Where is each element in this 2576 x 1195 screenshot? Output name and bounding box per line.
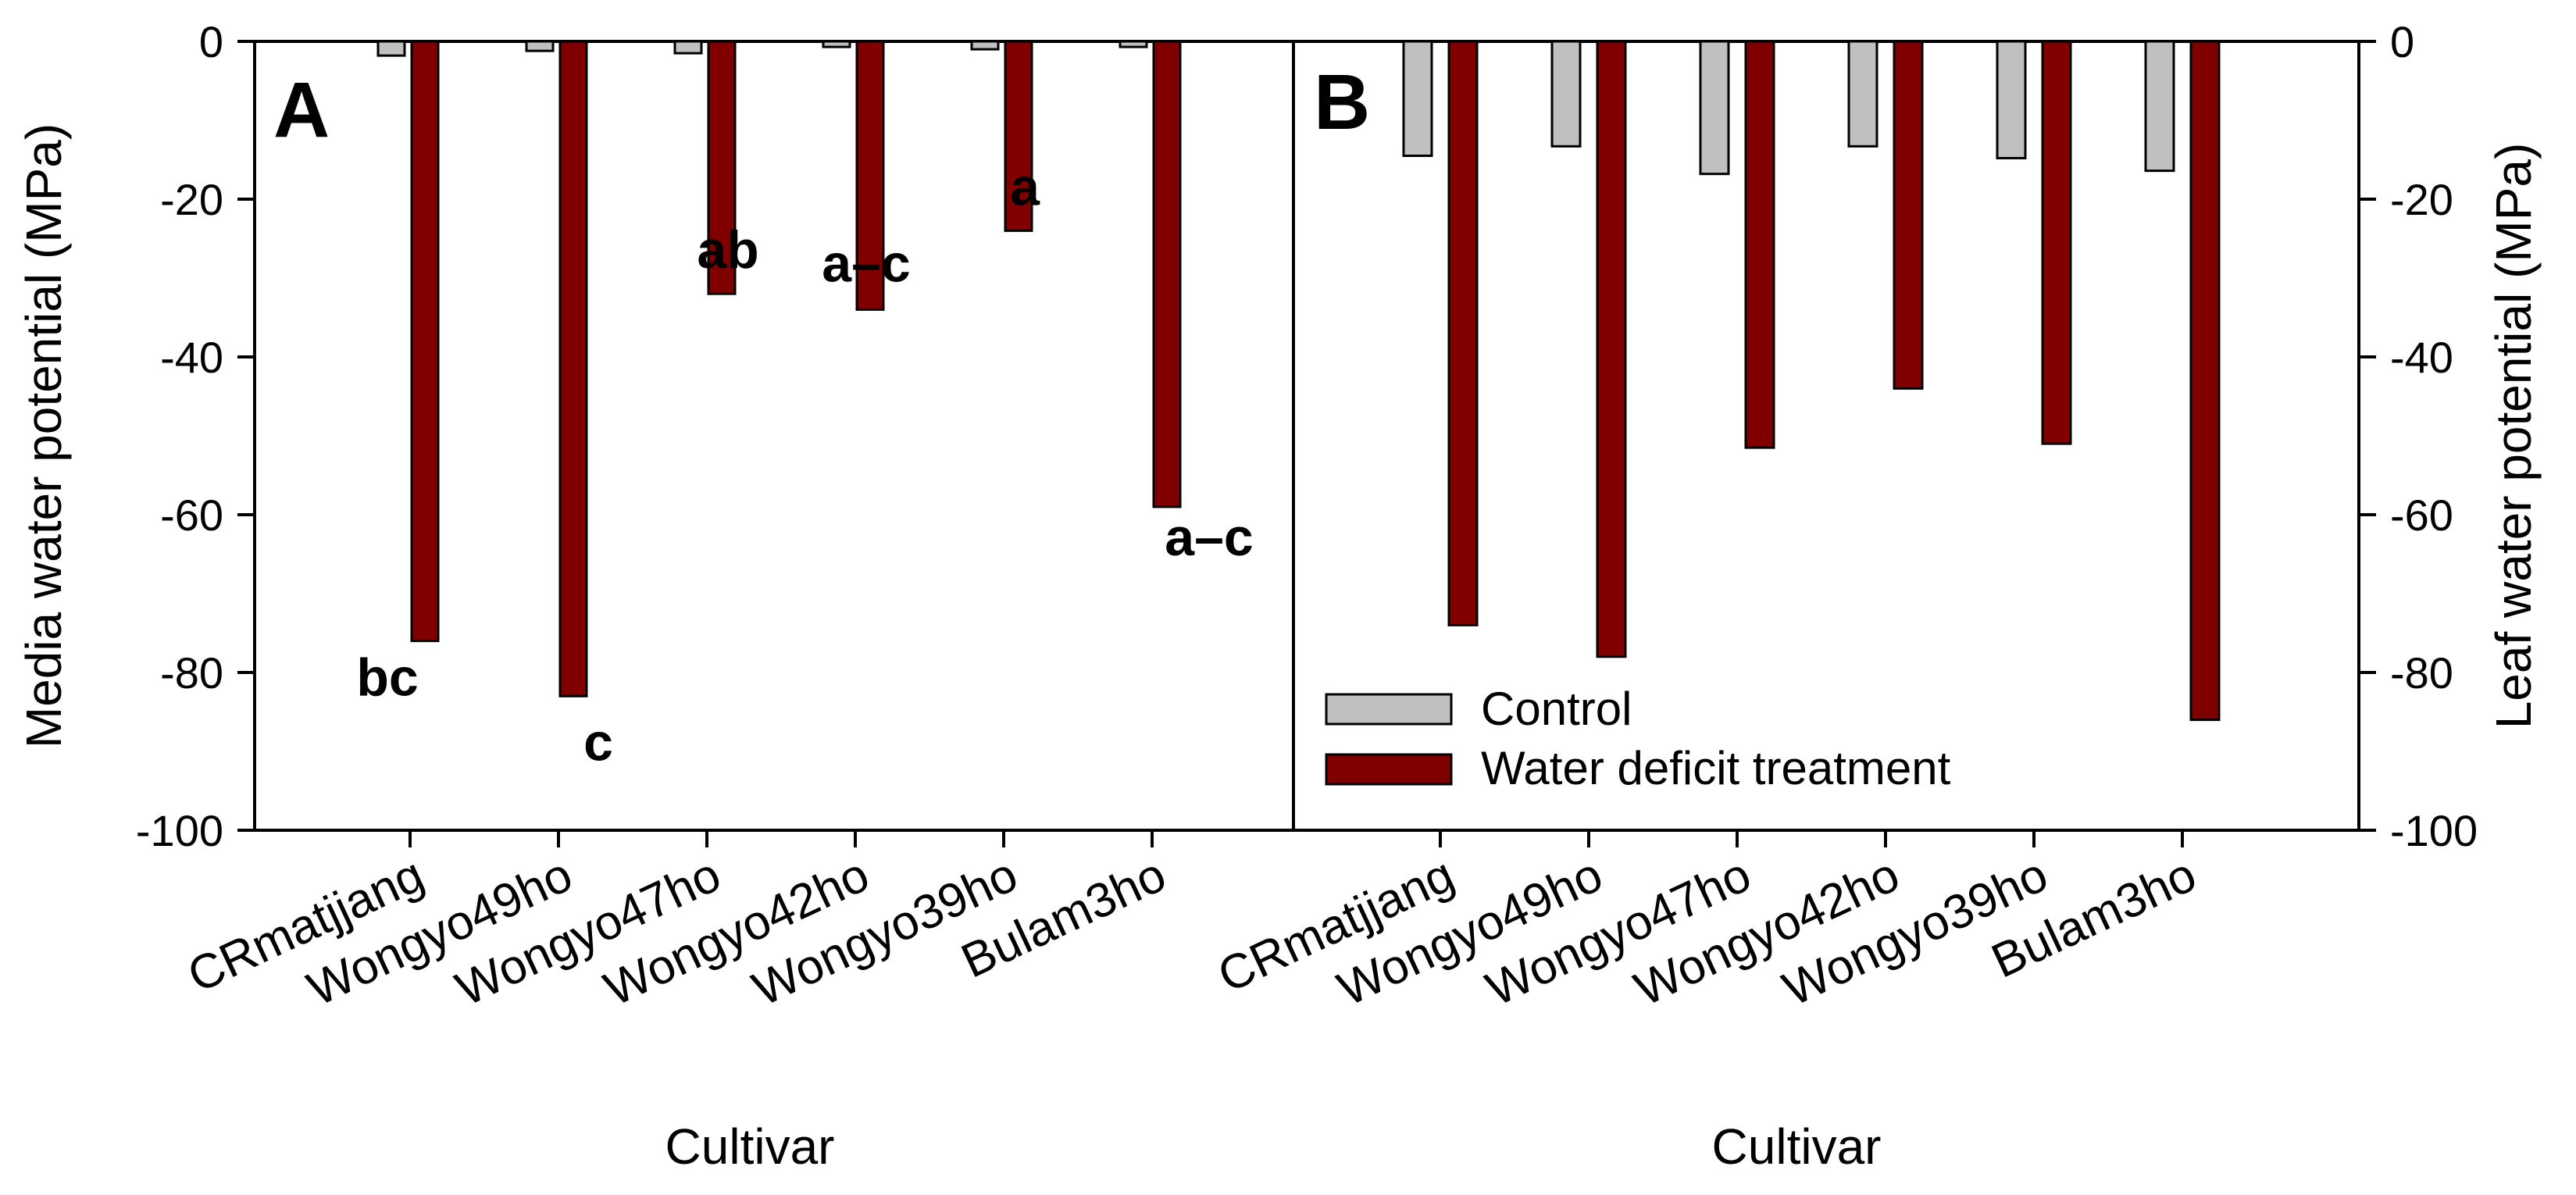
panel-b-y-tick-label: -60 xyxy=(2390,490,2453,540)
panel-a-bar-control xyxy=(525,40,555,52)
panel-b-bar-water-deficit xyxy=(2041,40,2072,445)
panel-b-y-axis-label: Leaf water potential (MPa) xyxy=(2485,143,2542,729)
panel-a-annotations: bc c ab a–c a a–c xyxy=(356,157,1253,772)
panel-a-y-ticks: 0 -20 -40 -60 -80 -100 xyxy=(136,17,255,855)
panel-b-frame xyxy=(1292,40,2360,832)
panel-b-bar-control xyxy=(2144,40,2175,173)
panel-a-bar-water-deficit xyxy=(1152,40,1182,508)
panel-b-y-ticks: 0 -20 -40 -60 -80 -100 xyxy=(2359,17,2478,855)
panel-a-bar-control xyxy=(970,40,1000,51)
legend-label-water-deficit: Water deficit treatment xyxy=(1481,742,1951,794)
panel-a-significance-label: a–c xyxy=(1165,508,1253,567)
panel-a-significance-label: a xyxy=(1010,157,1040,216)
panel-b-y-tick-label: 0 xyxy=(2390,17,2414,66)
panel-a-category-labels: CRmatjjangWongyo49hoWongyo47hoWongyo42ho… xyxy=(180,847,1174,1016)
panel-b-bar-control xyxy=(1996,40,2027,159)
panel-a: A Media water potential (MPa) Cultivar 0… xyxy=(16,17,1295,1175)
panel-b-bar-water-deficit xyxy=(2189,40,2221,722)
legend: Control Water deficit treatment xyxy=(1325,683,1951,794)
panel-a-bar-water-deficit xyxy=(558,40,588,697)
panel-a-bar-water-deficit xyxy=(410,40,440,643)
panel-b-y-tick-label: -40 xyxy=(2390,333,2453,382)
panel-a-y-tick-label: 0 xyxy=(199,17,223,66)
panel-a-label: A xyxy=(273,66,330,154)
panel-a-bar-water-deficit xyxy=(1004,40,1033,232)
panel-a-y-tick-label: -60 xyxy=(160,490,223,540)
panel-a-bar-control xyxy=(822,40,851,48)
panel-b-bar-control xyxy=(1699,40,1730,176)
panel-a-y-tick-label: -20 xyxy=(160,175,223,224)
panel-a-bars xyxy=(376,40,1182,697)
panel-b-bar-water-deficit xyxy=(1596,40,1627,658)
panel-a-bar-control xyxy=(376,40,406,57)
panel-a-y-tick-label: -100 xyxy=(136,806,223,855)
panel-a-bar-control xyxy=(1119,40,1148,48)
panel-b-bar-water-deficit xyxy=(1893,40,1924,390)
panel-b-y-tick-label: -100 xyxy=(2390,806,2478,855)
panel-a-x-ticks xyxy=(409,830,1154,847)
panel-a-significance-label: ab xyxy=(697,220,758,280)
panel-a-x-axis-label: Cultivar xyxy=(665,1118,835,1175)
panel-b-category-labels: CRmatjjangWongyo49hoWongyo47hoWongyo42ho… xyxy=(1210,847,2204,1016)
panel-b-bars xyxy=(1402,40,2221,722)
panel-b-y-tick-label: -20 xyxy=(2390,175,2453,224)
panel-a-significance-label: bc xyxy=(356,648,418,708)
panel-a-bar-water-deficit xyxy=(855,40,885,311)
panel-a-significance-label: a–c xyxy=(822,234,910,293)
panel-a-y-tick-label: -40 xyxy=(160,333,223,382)
panel-b-bar-control xyxy=(1402,40,1433,157)
panel-b-bar-control xyxy=(1847,40,1878,148)
legend-label-control: Control xyxy=(1481,683,1632,735)
legend-swatch-control xyxy=(1325,693,1453,726)
panel-a-bar-water-deficit xyxy=(707,40,737,295)
panel-b-bar-control xyxy=(1550,40,1582,148)
panel-a-significance-label: c xyxy=(583,712,613,772)
panel-b-label: B xyxy=(1314,59,1370,146)
panel-b-bar-water-deficit xyxy=(1744,40,1775,449)
panel-b-x-axis-label: Cultivar xyxy=(1712,1118,1882,1175)
panel-b: B Leaf water potential (MPa) Cultivar 0 -… xyxy=(1210,17,2542,1175)
panel-b-bar-water-deficit xyxy=(1447,40,1479,626)
legend-swatch-water-deficit xyxy=(1325,753,1453,786)
panel-a-y-axis-label: Media water potential (MPa) xyxy=(16,123,72,748)
panel-b-x-ticks xyxy=(1439,830,2184,847)
panel-a-bar-control xyxy=(673,40,703,55)
panel-b-y-tick-label: -80 xyxy=(2390,648,2453,697)
panel-a-y-tick-label: -80 xyxy=(160,648,223,697)
